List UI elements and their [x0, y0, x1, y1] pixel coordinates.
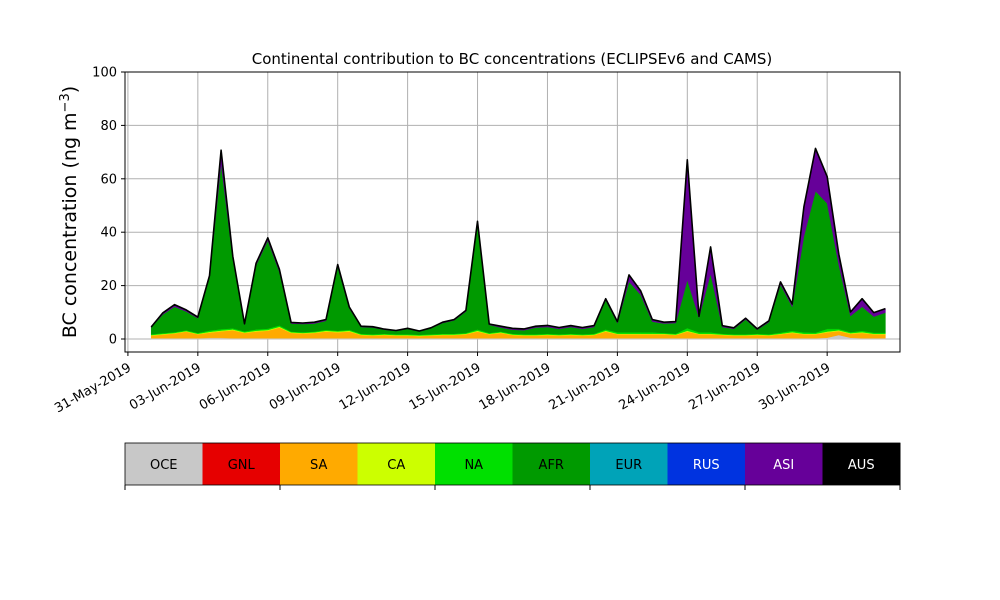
- x-tick-label: 27-Jun-2019: [686, 360, 763, 413]
- legend-swatch-ca: [357, 443, 436, 485]
- legend-swatch-na: [435, 443, 513, 485]
- legend-swatch-aus: [822, 443, 901, 485]
- legend-frame: [124, 442, 901, 486]
- legend-swatch-rus: [667, 443, 746, 485]
- legend-label-oce: OCE: [150, 458, 178, 473]
- legend-label-asi: ASI: [773, 458, 794, 473]
- area-series: [150, 147, 886, 340]
- legend-label-aus: AUS: [848, 458, 875, 473]
- plot-frame: [124, 71, 901, 353]
- y-tick-label: 100: [92, 66, 117, 81]
- legend-swatch-oce: [125, 443, 203, 485]
- x-tick-label: 24-Jun-2019: [616, 360, 693, 413]
- legend-label-afr: AFR: [539, 458, 564, 473]
- legend-swatch-afr: [512, 443, 591, 485]
- y-axis-label: BC concentration (ng m−3): [58, 86, 81, 338]
- legend-swatch-sa: [280, 443, 358, 485]
- y-tick-label: 60: [100, 172, 117, 187]
- x-tick-label: 09-Jun-2019: [267, 360, 344, 413]
- total-concentration-line: [150, 147, 886, 332]
- legend-label-sa: SA: [310, 458, 327, 473]
- y-tick-label: 0: [109, 333, 117, 348]
- legend-swatch-gnl: [202, 443, 281, 485]
- area-afr: [150, 163, 886, 335]
- x-tick-label: 15-Jun-2019: [407, 360, 484, 413]
- x-tick-label: 06-Jun-2019: [197, 360, 274, 413]
- legend-label-ca: CA: [387, 458, 405, 473]
- x-tick-label: 12-Jun-2019: [337, 360, 414, 413]
- x-axis: 31-May-201903-Jun-201906-Jun-201909-Jun-…: [52, 352, 833, 416]
- y-axis-label-exponent: −3: [58, 93, 73, 112]
- legend-swatch-asi: [745, 443, 823, 485]
- x-tick-label: 18-Jun-2019: [477, 360, 554, 413]
- legend: OCE GNL SA CA NA AFR EUR RUS ASI AUS: [124, 442, 901, 490]
- x-tick-label: 03-Jun-2019: [127, 360, 204, 413]
- legend-label-rus: RUS: [693, 458, 720, 473]
- y-tick-label: 20: [100, 279, 117, 294]
- legend-label-eur: EUR: [615, 458, 642, 473]
- legend-label-na: NA: [464, 458, 483, 473]
- y-axis-label-close: ): [59, 86, 81, 93]
- y-tick-label: 40: [100, 226, 117, 241]
- y-axis-label-text: BC concentration (ng m: [59, 112, 81, 338]
- x-tick-label: 30-Jun-2019: [756, 360, 833, 413]
- legend-swatch-eur: [590, 443, 668, 485]
- y-axis: 0 20 40 60 80 100: [92, 66, 125, 348]
- x-tick-label: 21-Jun-2019: [547, 360, 624, 413]
- chart-title: Continental contribution to BC concentra…: [252, 50, 773, 68]
- y-tick-label: 80: [100, 119, 117, 134]
- x-tick-label: 31-May-2019: [52, 360, 134, 416]
- legend-label-gnl: GNL: [228, 458, 256, 473]
